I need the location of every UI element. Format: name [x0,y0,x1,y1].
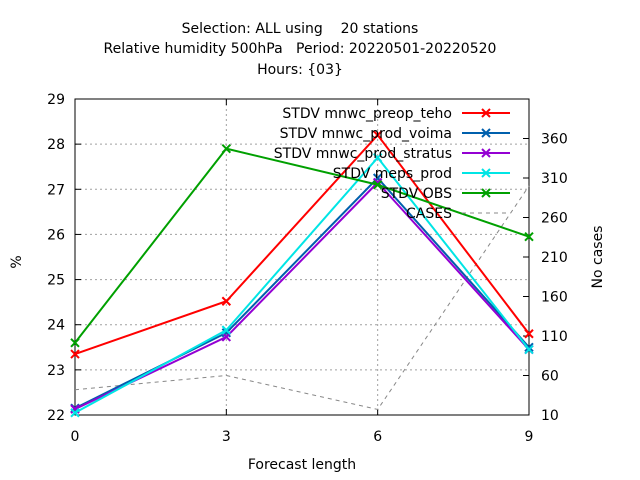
legend-entry-label: STDV meps_prod [333,166,452,182]
y-tick-label: 22 [47,408,65,424]
series-point [221,296,232,306]
y-tick-label: 24 [47,318,65,334]
series-point [524,231,534,242]
series-line [74,156,530,414]
series-line [74,185,530,411]
series-point [221,325,232,335]
y-tick-label: 28 [47,137,65,153]
y2-tick-label: 260 [541,211,568,227]
series-point [221,143,232,154]
y2-tick-label: 110 [541,329,568,345]
legend-entry-label: STDV mnwc_preop_teho [282,106,452,122]
y-tick-label: 25 [47,273,65,289]
legend-entry-label: STDV mnwc_prod_voima [280,126,452,142]
series-point [372,180,383,190]
legend-swatch-marker [481,168,491,178]
series-point [221,332,232,342]
series-line [74,133,530,356]
y-tick-label: 23 [47,363,65,379]
series-point [524,344,534,355]
y2-tick-label: 60 [541,369,559,385]
chart-title-line-2: Relative humidity 500hPa Period: 2022050… [103,41,497,57]
x-tick-label: 3 [222,429,231,445]
chart-title-line-3: Hours: {03} [257,62,343,78]
series-point [372,130,383,140]
legend-entry-label: STDV OBS [381,186,452,202]
x-tick-label: 6 [373,429,382,445]
legend-entry-label: STDV mnwc_prod_stratus [274,146,452,162]
series-point [372,152,383,163]
series-point [70,349,80,359]
y2-axis-label: No cases [590,226,606,289]
legend-swatch-marker [481,148,491,158]
y2-tick-label: 360 [541,132,568,148]
series-point [524,329,534,339]
y-axis-label: % [9,255,25,268]
chart-title-line-1: Selection: ALL using 20 stations [181,21,419,37]
series-point [70,408,80,418]
series-point [70,338,80,348]
series-line [74,181,530,411]
y2-tick-label: 310 [541,171,568,187]
series-line [74,147,530,344]
y-tick-label: 26 [47,227,65,243]
y-tick-label: 29 [47,92,65,108]
legend-swatch-marker [481,108,491,118]
x-tick-label: 0 [71,429,80,445]
legend-entry-label: CASES [406,206,452,222]
x-axis-label: Forecast length [248,457,356,473]
y-tick-label: 27 [47,182,65,198]
y2-tick-label: 160 [541,290,568,306]
legend-swatch-marker [481,128,491,138]
x-tick-label: 9 [525,429,534,445]
y2-tick-label: 210 [541,250,568,266]
legend-swatch-marker [481,188,491,198]
y2-tick-label: 10 [541,408,559,424]
